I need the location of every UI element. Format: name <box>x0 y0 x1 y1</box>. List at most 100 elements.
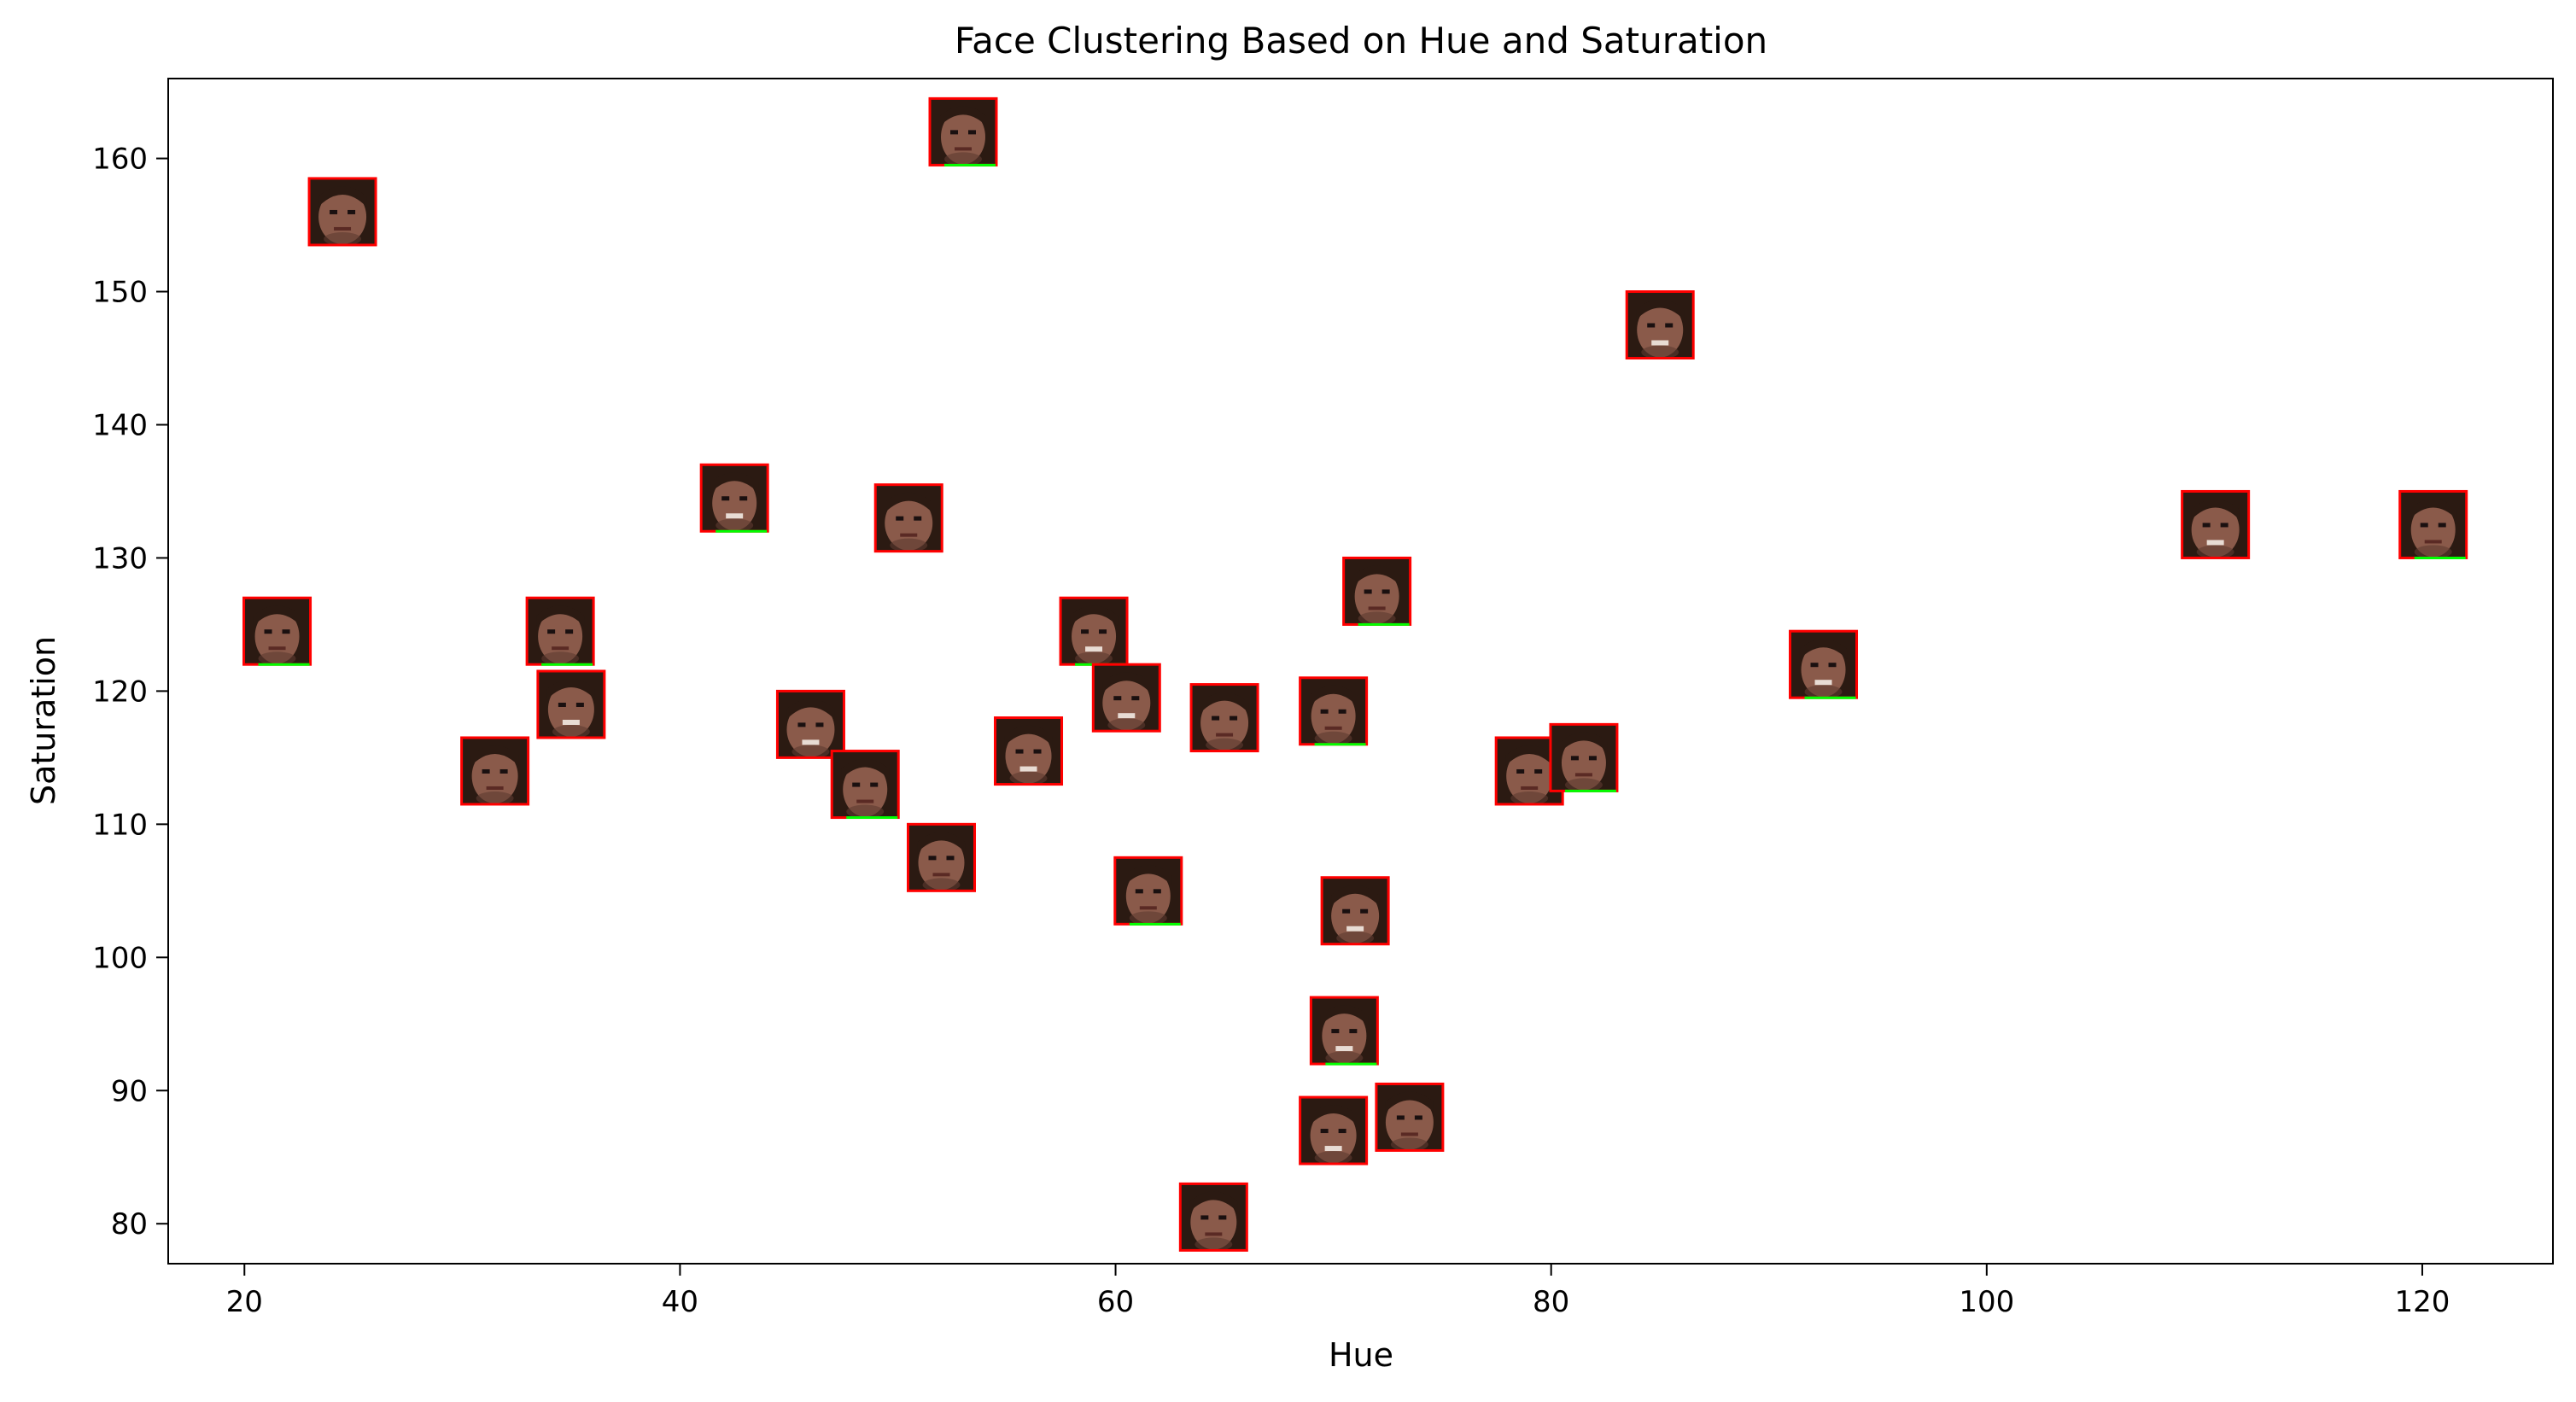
face-skin <box>843 762 888 817</box>
face-point <box>1549 722 1619 792</box>
face-mouth <box>1651 340 1669 346</box>
face-skin <box>941 109 985 165</box>
face-shadow <box>1314 731 1352 745</box>
face-left-eye <box>558 702 566 707</box>
face-hair <box>1004 725 1053 746</box>
face-left-eye <box>547 629 556 634</box>
face-shadow <box>2414 545 2452 559</box>
face-shadow <box>1107 718 1146 733</box>
face-right-eye <box>1230 716 1238 721</box>
plot-area: 20 40 60 80 100 120 80 90 100 110 120 130 140 150 160 <box>92 78 2554 1319</box>
face-point <box>1178 1182 1248 1252</box>
face-frame <box>1091 663 1161 733</box>
face-hair <box>536 605 585 627</box>
face-shadow <box>476 791 514 805</box>
x-tick-label: 120 <box>2395 1285 2450 1319</box>
face-skin <box>538 609 583 664</box>
face-point <box>1299 676 1369 746</box>
face-left-eye <box>1342 908 1351 914</box>
face-shadow <box>922 878 961 892</box>
face-right-eye <box>575 702 584 707</box>
face-skin <box>712 476 757 531</box>
face-point <box>1342 556 1412 626</box>
face-shadow <box>1325 1051 1364 1066</box>
face-point <box>906 822 976 892</box>
face-hair <box>2409 499 2457 520</box>
y-tick-label: 100 <box>92 941 148 975</box>
face-hair <box>1189 1191 1238 1212</box>
y-tick-label: 110 <box>92 808 148 842</box>
face-hair <box>1799 639 1848 660</box>
face-right-eye <box>1218 1215 1227 1220</box>
face-mouth <box>552 646 570 651</box>
face-hair <box>1309 1105 1358 1126</box>
y-tick-label: 90 <box>111 1074 148 1108</box>
face-hair <box>1200 692 1249 713</box>
face-skin <box>786 702 835 757</box>
face-hair <box>546 678 595 699</box>
face-skin <box>547 681 594 737</box>
face-skin <box>2191 502 2240 558</box>
face-point <box>1320 876 1390 946</box>
face-hair <box>1124 865 1172 886</box>
face-point <box>994 716 1064 786</box>
face-left-eye <box>2202 523 2211 528</box>
y-tick-label: 80 <box>111 1207 148 1241</box>
face-mouth <box>1346 926 1364 932</box>
face-frame <box>775 689 845 759</box>
face-mouth <box>1085 646 1103 652</box>
face-left-eye <box>1364 589 1372 594</box>
face-hair <box>885 492 933 513</box>
face-point <box>525 596 595 666</box>
face-left-eye <box>797 722 806 727</box>
face-hair <box>2191 499 2240 520</box>
face-mouth <box>1368 606 1386 610</box>
face-mouth <box>268 646 286 651</box>
face-hair <box>470 745 519 766</box>
face-frame <box>873 483 943 553</box>
face-mouth <box>932 873 950 877</box>
face-shadow <box>1129 911 1167 926</box>
face-point <box>830 750 900 820</box>
face-frame <box>1375 1082 1445 1152</box>
face-point <box>775 689 845 759</box>
face-point <box>307 177 377 247</box>
face-right-eye <box>739 496 748 501</box>
face-shadow <box>1804 685 1843 699</box>
face-hair <box>1636 299 1685 320</box>
face-point <box>1059 596 1129 666</box>
axes-frame <box>167 78 2554 1265</box>
face-left-eye <box>264 629 272 634</box>
face-mouth <box>1335 1046 1353 1052</box>
face-hair <box>710 472 759 494</box>
face-frame <box>1189 683 1259 753</box>
face-shadow <box>324 231 362 246</box>
face-frame <box>2181 489 2251 559</box>
face-mouth <box>1019 766 1037 772</box>
face-shadow <box>791 745 830 759</box>
face-left-eye <box>1647 323 1656 328</box>
face-shadow <box>1641 345 1679 359</box>
face-hair <box>1559 732 1608 753</box>
face-point <box>873 483 943 553</box>
face-mouth <box>1574 773 1592 777</box>
x-axis-label: Hue <box>1329 1336 1393 1374</box>
face-mouth <box>334 226 352 231</box>
face-skin <box>318 189 367 244</box>
face-point <box>1625 290 1695 360</box>
face-left-eye <box>1396 1115 1405 1120</box>
face-skin <box>1005 728 1052 784</box>
face-shadow <box>2196 545 2234 559</box>
face-point <box>2181 489 2251 559</box>
face-skin <box>1354 569 1399 624</box>
face-shadow <box>944 152 982 166</box>
face-skin <box>1125 868 1171 924</box>
face-right-eye <box>565 629 574 634</box>
face-mouth <box>802 739 820 745</box>
face-mouth <box>1521 786 1539 790</box>
face-left-eye <box>852 782 861 787</box>
face-mouth <box>2206 540 2224 546</box>
face-right-eye <box>815 722 824 727</box>
face-shadow <box>1358 611 1396 626</box>
